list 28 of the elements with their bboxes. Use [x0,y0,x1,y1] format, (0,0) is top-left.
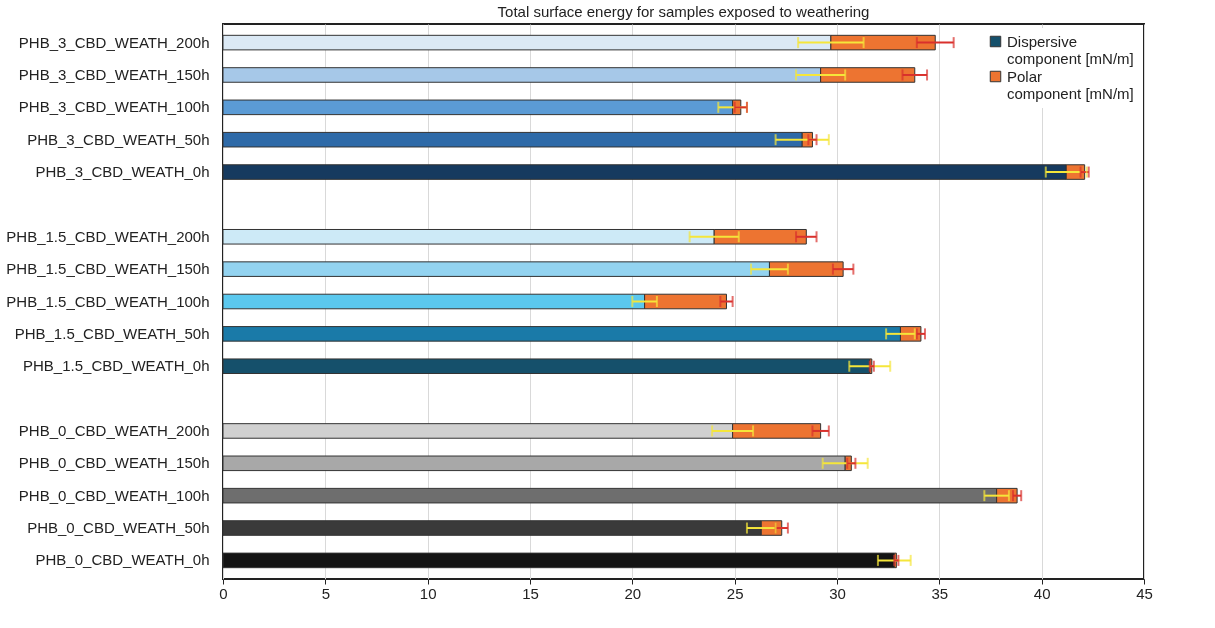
y-tick-label: PHB_3_CBD_WEATH_200h [18,33,210,51]
y-tick-label: PHB_0_CBD_WEATH_0h [35,551,210,569]
y-tick-label: PHB_0_CBD_WEATH_100h [18,486,210,504]
x-tick-label: 15 [522,584,539,602]
legend-label: Polar component [mN/m] [1007,67,1134,102]
x-tick-label: 35 [931,584,949,602]
y-tick-label: PHB_1.5_CBD_WEATH_200h [6,227,210,245]
y-tick-label: PHB_3_CBD_WEATH_0h [35,163,210,181]
y-tick-label: PHB_3_CBD_WEATH_100h [18,98,210,116]
x-tick-label: 40 [1033,584,1051,602]
x-tick-label: 20 [624,584,642,602]
y-tick-label: PHB_1.5_CBD_WEATH_150h [6,260,210,278]
x-tick-label: 0 [219,584,228,602]
y-tick-label: PHB_1.5_CBD_WEATH_0h [23,357,210,375]
y-tick-label: PHB_0_CBD_WEATH_50h [27,519,210,537]
x-tick-label: 45 [1136,584,1153,602]
x-tick-label: 30 [829,584,846,602]
x-tick-label: 25 [726,584,744,602]
y-tick-label: PHB_1.5_CBD_WEATH_50h [14,324,210,342]
chart-title: Total surface energy for samples exposed to weathering [497,3,870,20]
x-tick-label: 10 [419,584,437,602]
y-tick-label: PHB_3_CBD_WEATH_150h [18,65,210,83]
legend-label: Dispersive component [mN/m] [1007,32,1134,67]
x-tick-label: 5 [321,584,331,602]
y-tick-label: PHB_0_CBD_WEATH_150h [18,454,210,472]
y-tick-label: PHB_3_CBD_WEATH_50h [27,130,210,148]
y-tick-label: PHB_0_CBD_WEATH_200h [18,421,210,439]
y-tick-label: PHB_1.5_CBD_WEATH_100h [6,292,210,310]
